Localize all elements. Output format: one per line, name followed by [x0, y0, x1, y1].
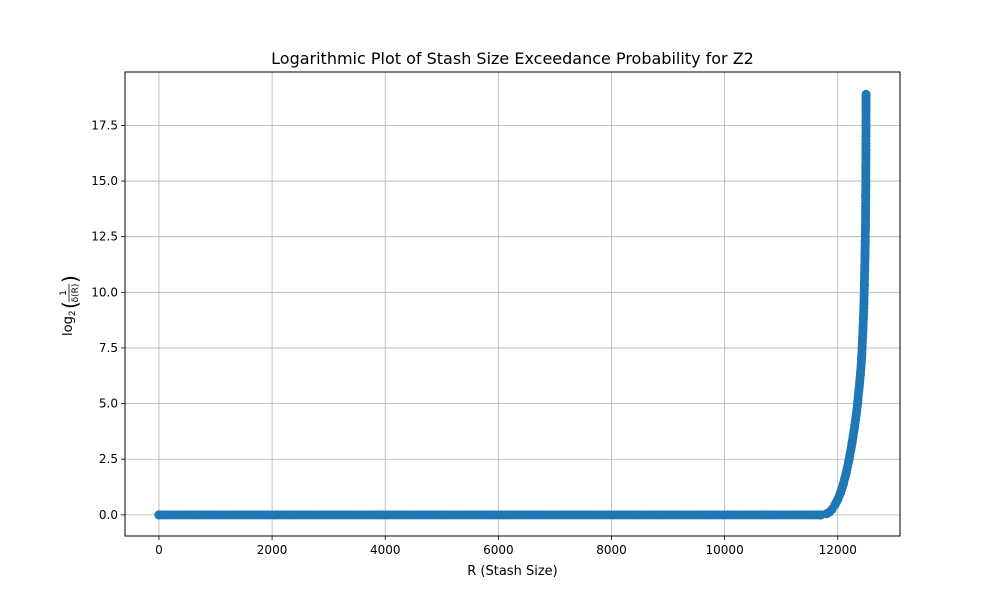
x-axis-label: R (Stash Size): [467, 564, 557, 579]
y-tick-label: 12.5: [91, 230, 118, 244]
data-point: [860, 236, 870, 246]
chart-title: Logarithmic Plot of Stash Size Exceedanc…: [271, 49, 754, 68]
data-point: [836, 488, 846, 498]
data-point: [861, 100, 871, 110]
y-tick-label: 0.0: [99, 508, 118, 522]
y-label-log: log: [61, 316, 76, 336]
data-point: [850, 421, 860, 431]
x-tick-label: 2000: [257, 543, 288, 557]
x-tick-label: 4000: [370, 543, 401, 557]
grid: [125, 72, 900, 536]
x-tick-label: 12000: [819, 543, 857, 557]
plot-frame: [124, 71, 901, 537]
data-point: [861, 221, 870, 231]
data-point: [861, 89, 871, 99]
data-point: [861, 145, 871, 155]
data-point: [861, 192, 871, 202]
data-point: [861, 181, 871, 190]
data-point: [857, 354, 866, 364]
data-point: [154, 510, 164, 520]
x-tick-label: 0: [155, 543, 163, 557]
data-point: [859, 281, 869, 291]
data-point: [841, 468, 851, 478]
data-point: [861, 132, 871, 141]
x-tick-label: 8000: [596, 543, 627, 557]
y-tick-label: 17.5: [91, 118, 118, 132]
data-point: [838, 479, 848, 489]
y-axis-ticks: 0.0 2.5 5.0 7.5 10.0 12.5 15.0 17.5: [91, 118, 125, 522]
data-point: [844, 454, 854, 464]
data-point: [861, 205, 871, 215]
data-point: [853, 399, 863, 409]
data-point: [859, 303, 869, 313]
y-tick-label: 2.5: [99, 452, 118, 466]
y-tick-label: 5.0: [99, 397, 118, 411]
svg-text:(: (: [58, 301, 82, 309]
y-label-denominator: δ(R): [71, 284, 81, 303]
y-label-base: 2: [68, 310, 78, 316]
x-tick-label: 6000: [483, 543, 514, 557]
y-axis-label: log2 ( 1 δ(R) ): [58, 275, 82, 336]
data-series: [154, 89, 871, 520]
data-point: [847, 439, 857, 449]
y-tick-label: 7.5: [99, 341, 118, 355]
y-label-numerator: 1: [59, 290, 69, 296]
data-point: [855, 370, 865, 380]
data-point: [861, 165, 871, 175]
x-axis-ticks: 0 2000 4000 6000 8000 10000 12000: [155, 536, 857, 557]
x-tick-label: 10000: [706, 543, 744, 557]
y-tick-label: 15.0: [91, 174, 118, 188]
y-tick-label: 10.0: [91, 285, 118, 299]
svg-text:log2: log2: [61, 310, 78, 336]
svg-text:): ): [58, 275, 82, 283]
data-point: [860, 254, 870, 264]
data-point: [858, 332, 868, 342]
series-line: [158, 94, 867, 516]
